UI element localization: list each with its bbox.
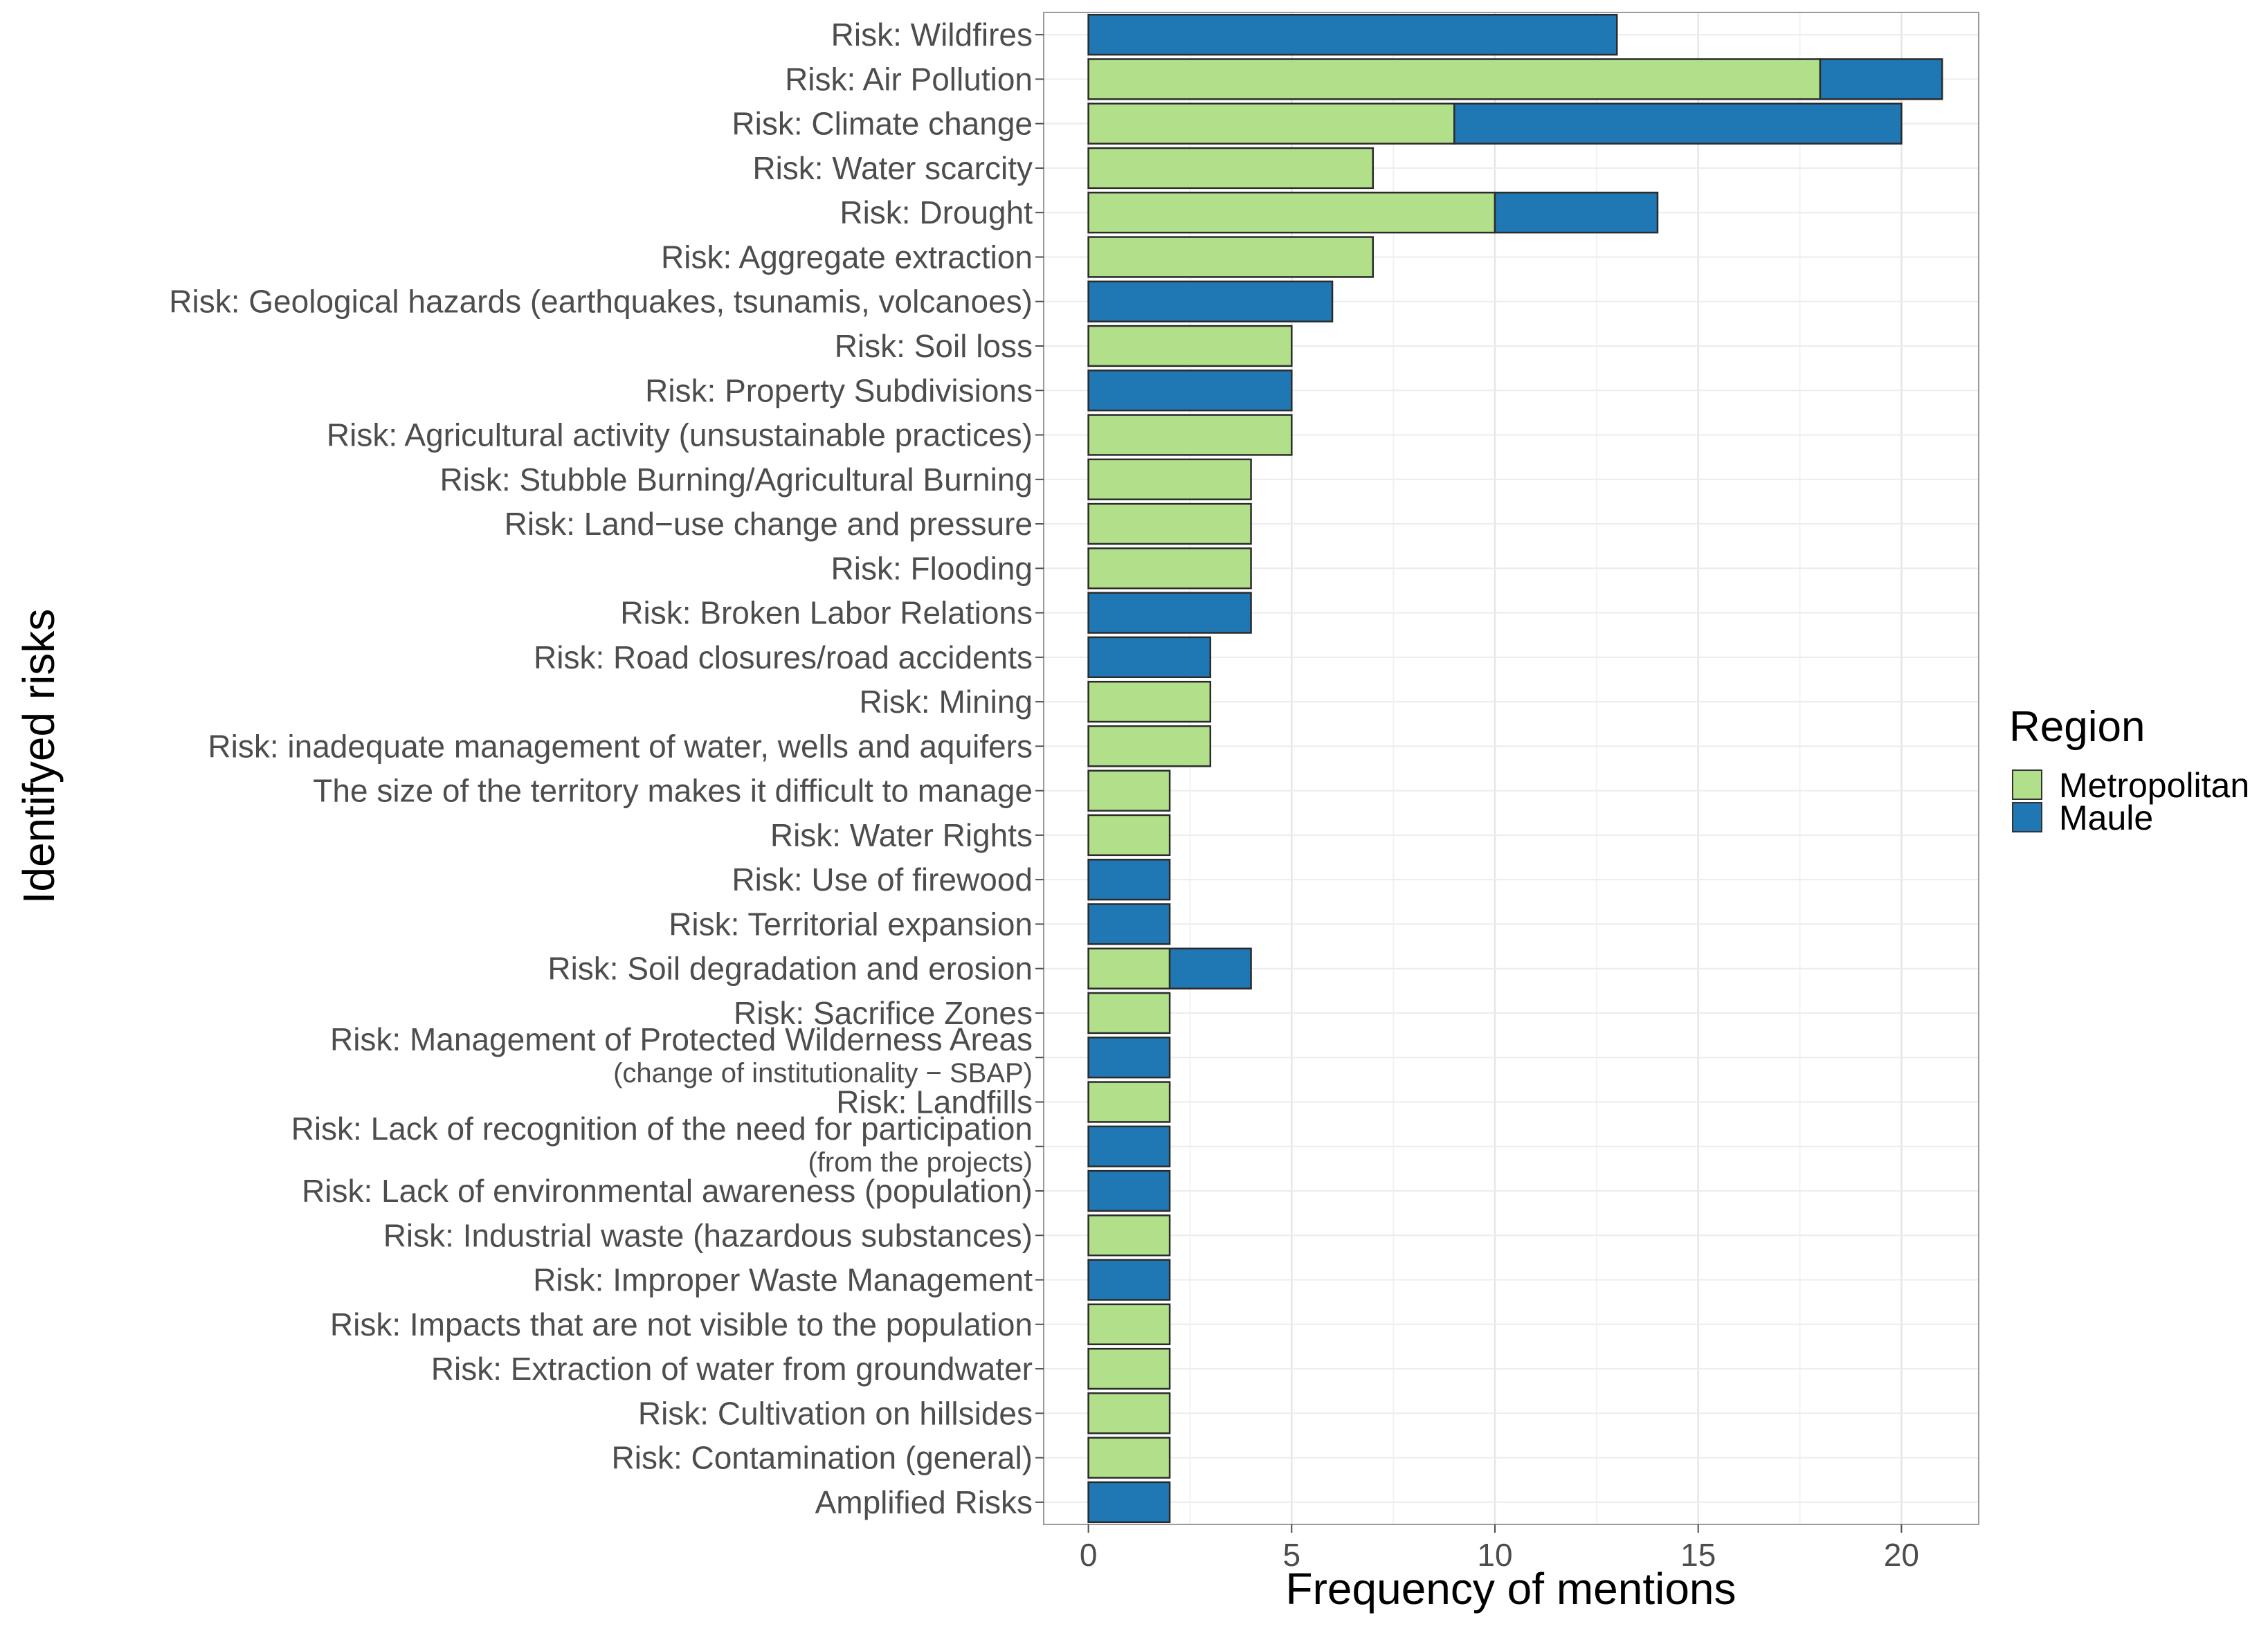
category-label: Risk: Wildfires xyxy=(831,17,1033,53)
legend-swatch-metropolitan xyxy=(2012,769,2042,800)
bar-metropolitan xyxy=(1087,1214,1171,1257)
bar-metropolitan xyxy=(1087,502,1252,545)
bar-metropolitan xyxy=(1087,814,1171,857)
bar-metropolitan xyxy=(1087,725,1212,767)
category-label: Risk: Lack of environmental awareness (p… xyxy=(302,1173,1033,1209)
x-tick-label: 5 xyxy=(1283,1537,1301,1573)
category-label: Risk: Impacts that are not visible to th… xyxy=(330,1306,1033,1342)
y-axis-title: Identifyed risks xyxy=(14,609,64,904)
x-axis-ticks: 0 5 10 15 20 xyxy=(1080,1524,1919,1573)
bar-maule xyxy=(1087,1125,1171,1167)
category-label: Risk: Soil degradation and erosion xyxy=(547,951,1033,987)
x-tick-label: 20 xyxy=(1884,1537,1919,1573)
bar-maule xyxy=(1087,370,1293,412)
bar-metropolitan xyxy=(1087,236,1375,278)
category-label: Risk: Agricultural activity (unsustainab… xyxy=(327,417,1033,453)
category-labels: Risk: Wildfires Risk: Air Pollution Risk: … xyxy=(169,17,1044,1520)
bar-metropolitan xyxy=(1087,458,1252,500)
bar-maule xyxy=(1168,947,1252,990)
category-label: Amplified Risks xyxy=(815,1484,1033,1520)
category-label: Risk: Air Pollution xyxy=(785,61,1033,97)
x-axis-title: Frequency of mentions xyxy=(1286,1564,1736,1614)
category-label: Risk: Water Rights xyxy=(770,817,1033,853)
bar-metropolitan xyxy=(1087,325,1293,367)
category-sublabel: (change of institutionality − SBAP) xyxy=(613,1058,1033,1088)
bar-maule xyxy=(1087,903,1171,945)
bar-maule xyxy=(1087,592,1252,634)
bar-metropolitan xyxy=(1087,58,1822,100)
x-tick-label: 0 xyxy=(1080,1537,1098,1573)
category-label: Risk: Flooding xyxy=(831,550,1033,586)
category-label: Risk: Broken Labor Relations xyxy=(620,595,1033,631)
bar-metropolitan xyxy=(1087,680,1212,723)
category-label: Risk: Geological hazards (earthquakes, t… xyxy=(169,284,1033,320)
bar-maule xyxy=(1819,58,1943,100)
x-tick-label: 10 xyxy=(1477,1537,1512,1573)
category-label: The size of the territory makes it diffi… xyxy=(313,773,1033,809)
bar-metropolitan xyxy=(1087,192,1496,234)
legend-title: Region xyxy=(2009,703,2145,751)
category-label: Risk: Mining xyxy=(859,684,1033,720)
category-label: Risk: Drought xyxy=(840,194,1033,230)
bar-metropolitan xyxy=(1087,992,1171,1035)
bar-metropolitan xyxy=(1087,147,1375,190)
bar-metropolitan xyxy=(1087,769,1171,812)
legend-swatch-maule xyxy=(2012,802,2042,832)
bar-maule xyxy=(1087,1481,1171,1524)
category-label: Risk: Extraction of water from groundwat… xyxy=(431,1351,1033,1387)
category-label: Risk: Cultivation on hillsides xyxy=(638,1395,1033,1431)
category-label: Risk: Aggregate extraction xyxy=(661,239,1033,275)
category-label: Risk: Stubble Burning/Agricultural Burni… xyxy=(439,462,1033,498)
category-label: Risk: Industrial waste (hazardous substa… xyxy=(383,1217,1033,1253)
bar-maule xyxy=(1453,102,1903,145)
bar-maule xyxy=(1494,192,1659,234)
bar-maule xyxy=(1087,1169,1171,1212)
bar-metropolitan xyxy=(1087,1347,1171,1390)
bar-metropolitan xyxy=(1087,1437,1171,1479)
bar-metropolitan xyxy=(1087,1081,1171,1123)
category-label: Risk: Water scarcity xyxy=(752,150,1033,186)
bar-maule xyxy=(1087,13,1618,56)
bar-maule xyxy=(1087,636,1212,679)
bar-layer xyxy=(1087,13,1943,1524)
bar-maule xyxy=(1087,1037,1171,1079)
bar-metropolitan xyxy=(1087,547,1252,590)
legend-label-metropolitan: Metropolitan xyxy=(2059,766,2249,805)
bar-metropolitan xyxy=(1087,414,1293,456)
category-label: Risk: Lack of recognition of the need fo… xyxy=(291,1111,1033,1147)
x-tick-label: 15 xyxy=(1680,1537,1716,1573)
category-label: Risk: Use of firewood xyxy=(732,862,1033,897)
category-label: Risk: Sacrifice Zones xyxy=(734,995,1033,1031)
category-label: Risk: Improper Waste Management xyxy=(533,1262,1033,1298)
bar-maule xyxy=(1087,858,1171,901)
bar-metropolitan xyxy=(1087,102,1455,145)
bar-maule xyxy=(1087,280,1334,322)
category-label: Risk: Climate change xyxy=(732,106,1033,142)
category-label: Risk: Road closures/road accidents xyxy=(534,639,1033,675)
category-label: Risk: Property Subdivisions xyxy=(645,372,1033,408)
category-label: Risk: Land−use change and pressure xyxy=(505,506,1033,542)
category-label: Risk: Territorial expansion xyxy=(669,906,1033,942)
category-label: Risk: inadequate management of water, we… xyxy=(208,728,1033,764)
legend: Region Metropolitan Maule xyxy=(2009,703,2249,837)
category-label: Risk: Contamination (general) xyxy=(612,1440,1033,1476)
bar-metropolitan xyxy=(1087,1392,1171,1434)
bar-metropolitan xyxy=(1087,947,1171,990)
category-label: Risk: Landfills xyxy=(836,1084,1033,1120)
plot-panel-border xyxy=(1043,12,1979,1525)
legend-label-maule: Maule xyxy=(2059,799,2153,837)
bar-metropolitan xyxy=(1087,1303,1171,1345)
category-label: Risk: Soil loss xyxy=(835,328,1033,364)
bar-maule xyxy=(1087,1259,1171,1301)
category-sublabel: (from the projects) xyxy=(808,1147,1033,1178)
category-label: Risk: Management of Protected Wilderness… xyxy=(330,1021,1033,1057)
